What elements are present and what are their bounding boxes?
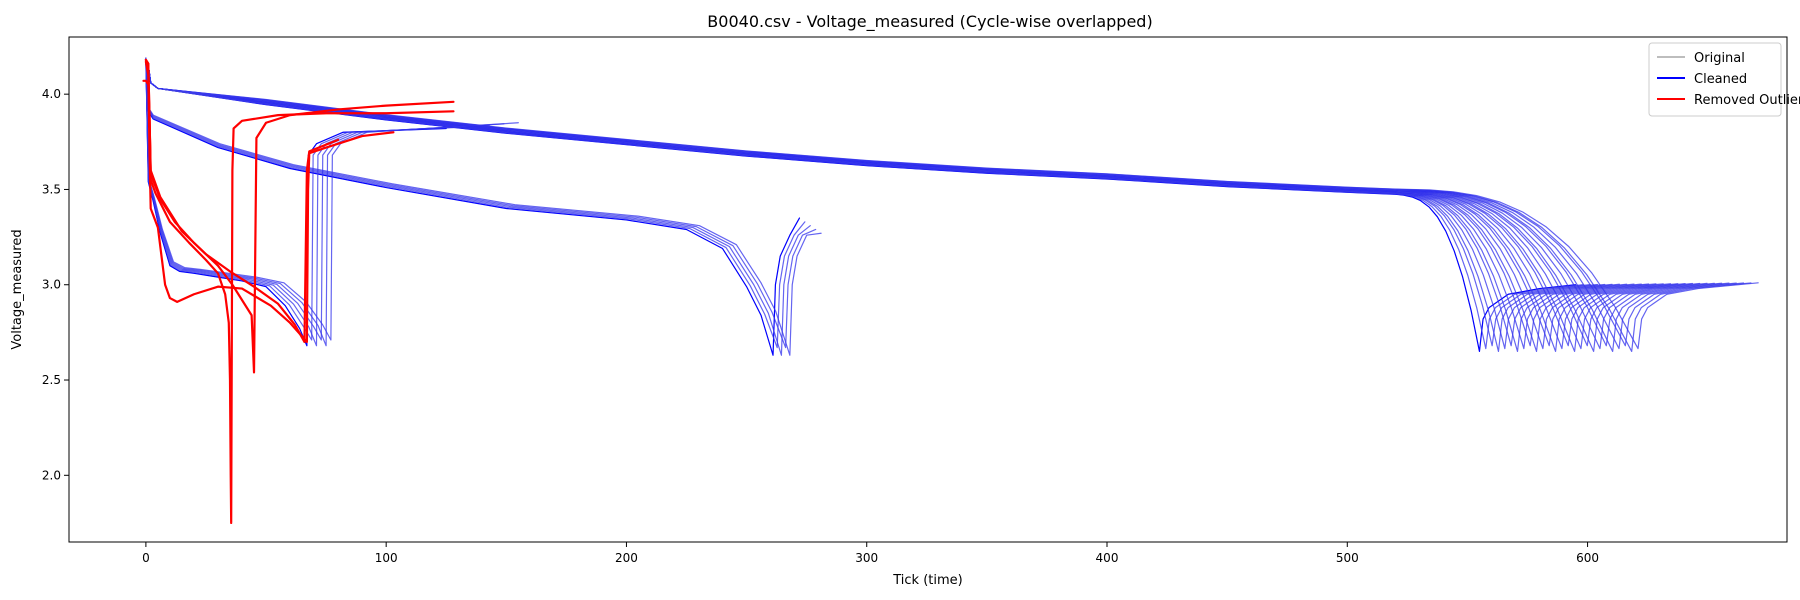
y-tick-label: 2.0 xyxy=(42,468,61,482)
y-axis-ticks: 2.0 2.5 3.0 3.5 4.0 xyxy=(42,87,69,482)
cleaned-line xyxy=(145,58,817,349)
x-axis-label: Tick (time) xyxy=(892,573,962,588)
x-tick-label: 400 xyxy=(1096,551,1119,565)
x-axis-ticks: 0 100 200 300 400 500 600 xyxy=(142,542,1599,565)
x-tick-label: 300 xyxy=(855,551,878,565)
plot-lines xyxy=(142,57,1759,525)
legend-label: Cleaned xyxy=(1694,72,1747,87)
cleaned-line xyxy=(145,57,822,356)
x-tick-label: 500 xyxy=(1336,551,1359,565)
legend-label: Removed Outlier xyxy=(1694,93,1800,108)
y-tick-label: 2.5 xyxy=(42,373,61,387)
legend: Original Cleaned Removed Outlier xyxy=(1648,42,1800,117)
cleaned-line xyxy=(145,60,806,349)
x-tick-label: 600 xyxy=(1576,551,1599,565)
x-tick-label: 100 xyxy=(375,551,398,565)
y-tick-label: 3.5 xyxy=(42,182,61,196)
legend-label: Original xyxy=(1694,51,1745,66)
y-tick-label: 4.0 xyxy=(42,87,61,101)
legend-entries: Original Cleaned Removed Outlier xyxy=(1657,51,1800,108)
cleaned-line xyxy=(145,57,519,341)
removed-outlier-line xyxy=(144,58,340,344)
y-tick-label: 3.0 xyxy=(42,278,61,292)
plot-frame xyxy=(68,36,1788,543)
cleaned-line xyxy=(145,61,801,356)
cleaned-line xyxy=(145,59,811,356)
legend-box xyxy=(1648,42,1782,117)
x-tick-label: 0 xyxy=(142,551,150,565)
x-tick-label: 200 xyxy=(615,551,638,565)
y-axis-label: Voltage_measured xyxy=(10,229,25,349)
chart-title: B0040.csv - Voltage_measured (Cycle-wise… xyxy=(707,12,1152,32)
